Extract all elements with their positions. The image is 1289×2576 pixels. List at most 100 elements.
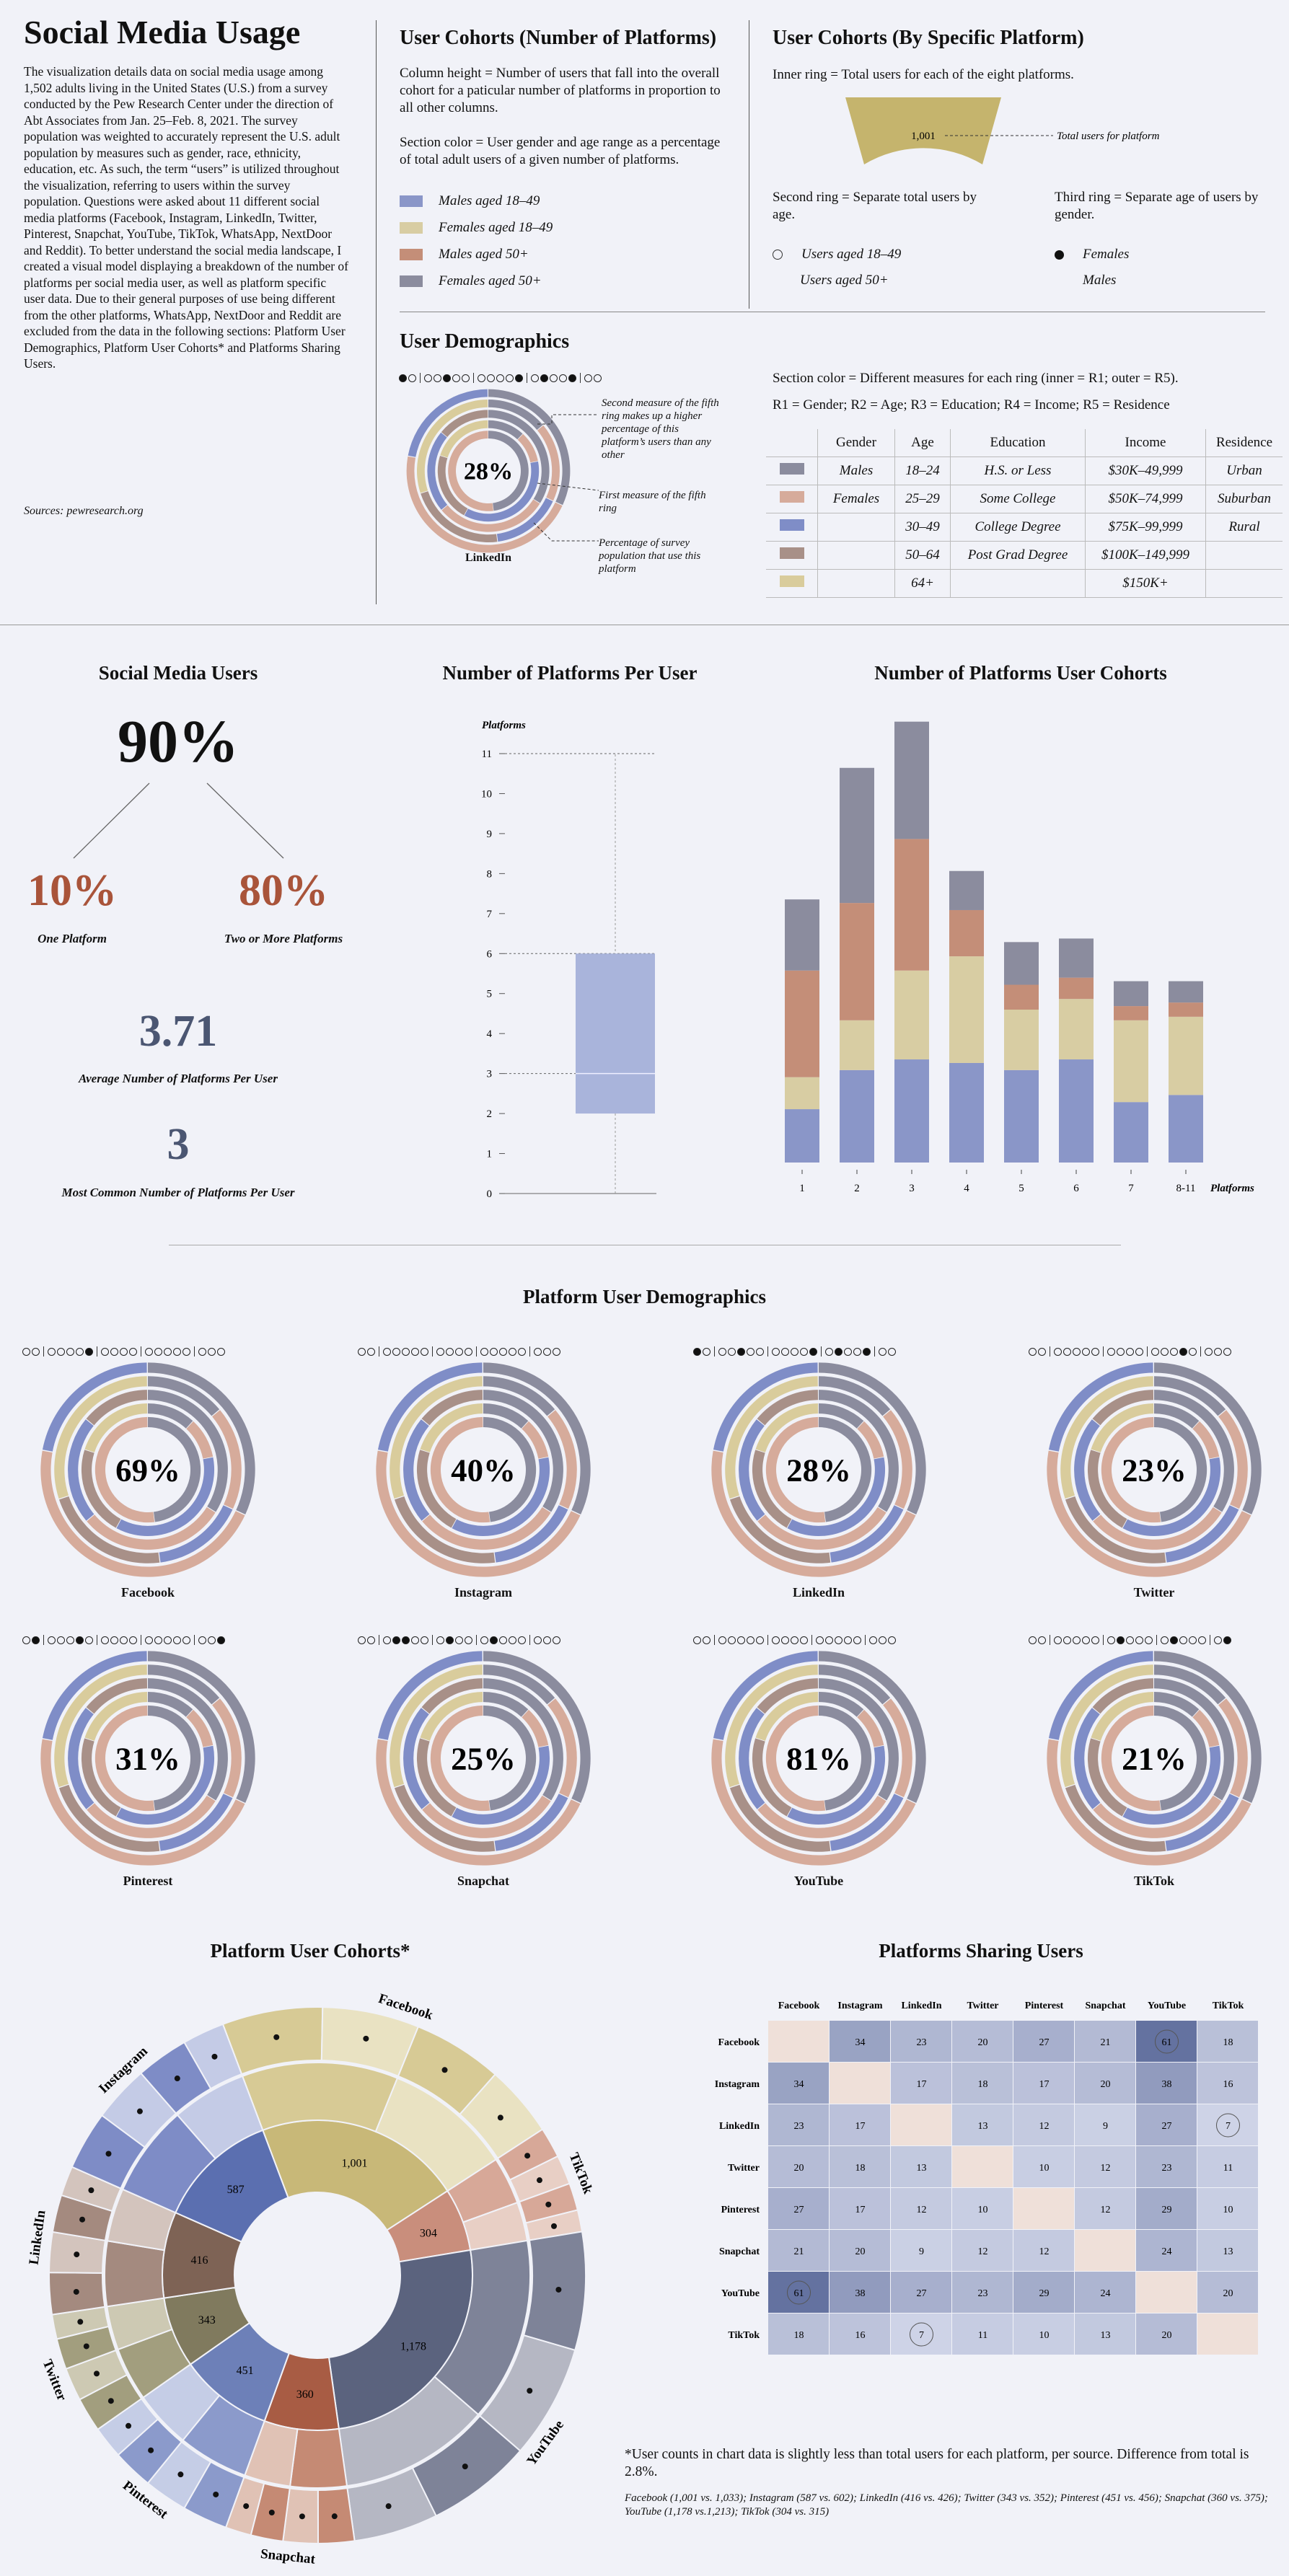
- female-dot-icon: [385, 2503, 392, 2510]
- ring-segment: [403, 1708, 430, 1809]
- heatmap-cell: [1013, 2188, 1074, 2229]
- heatmap-cell: [1136, 2272, 1197, 2313]
- hollow-dot-icon: [452, 374, 460, 382]
- dot-separator: [767, 1635, 768, 1646]
- ring-segment: [1192, 1421, 1220, 1459]
- hollow-dot-icon: [129, 1347, 137, 1356]
- table-swatch-cell: [766, 513, 818, 542]
- ring-segment: [390, 1664, 483, 1788]
- heatmap-cell: [1013, 2313, 1074, 2355]
- heatmap-value: 21: [1101, 2037, 1111, 2048]
- female-dot-icon: [105, 2151, 112, 2157]
- heatmap-cell: [891, 2313, 951, 2355]
- hollow-dot-icon: [421, 1636, 428, 1644]
- hollow-dot-icon: [1063, 1347, 1071, 1356]
- heatmap-value: 10: [978, 2205, 988, 2215]
- hollow-dot-icon: [110, 1636, 118, 1644]
- g2-label: Males: [1083, 273, 1117, 288]
- heatmap-value: 23: [1162, 2163, 1172, 2174]
- table-swatch-cell: [766, 485, 818, 513]
- ring-segment: [1154, 1678, 1234, 1801]
- heatmap-row-label: Facebook: [718, 2037, 760, 2048]
- table-cell: Some College: [950, 485, 1086, 513]
- ring-segment: [422, 1795, 551, 1838]
- filled-dot-icon: [443, 374, 451, 382]
- filled-dot-icon: [737, 1347, 745, 1356]
- dot-separator: [529, 1346, 530, 1357]
- ring-segment: [757, 1795, 887, 1838]
- ring-segment: [86, 1390, 148, 1426]
- bar-segment: [840, 767, 874, 904]
- hollow-dot-icon: [455, 1347, 463, 1356]
- ring-segment: [81, 1450, 121, 1528]
- ring-segment: [1154, 1403, 1200, 1429]
- ring-segment: [713, 1651, 818, 1740]
- bar-segment: [1169, 981, 1203, 1003]
- ring-segment: [1101, 1416, 1161, 1523]
- hollow-dot-icon: [506, 374, 514, 382]
- ring-segment: [394, 1784, 496, 1852]
- highlight-circle: [1155, 2029, 1179, 2054]
- filled-dot-icon: [402, 1636, 410, 1644]
- ring-segment: [488, 410, 550, 503]
- legend-label: Males aged 50+: [439, 246, 529, 262]
- cohorts-plat-title: User Cohorts (By Specific Platform): [773, 27, 1084, 49]
- ring-segment: [517, 433, 538, 463]
- female-dot-icon: [177, 2471, 184, 2478]
- heatmap-cell: [1075, 2021, 1135, 2062]
- ring-segment: [1154, 1651, 1262, 1803]
- hollow-dot-icon: [217, 1347, 225, 1356]
- hollow-dot-icon: [718, 1347, 726, 1356]
- cohorts-num-legend: Males aged 18–49 Females aged 18–49 Male…: [400, 188, 553, 294]
- ring-segment: [1154, 1705, 1207, 1811]
- hollow-dot-icon: [879, 1636, 887, 1644]
- ring-segment: [1048, 1362, 1153, 1452]
- heatmap-cell: [891, 2146, 951, 2187]
- hollow-dot-icon: [800, 1636, 808, 1644]
- hollow-dot-icon: [145, 1636, 153, 1644]
- platform-donut: 69%: [40, 1362, 255, 1577]
- demo-dots: [692, 1633, 897, 1646]
- bar-segment: [1059, 938, 1094, 978]
- ring-segment: [483, 1705, 537, 1811]
- ring-segment: [116, 1457, 215, 1537]
- hollow-dot-icon: [480, 1636, 488, 1644]
- heatmap-col-label: Facebook: [778, 2001, 820, 2011]
- heatmap-cell: [830, 2313, 890, 2355]
- heatmap-value: 10: [1223, 2205, 1233, 2215]
- x-tick-label: 6: [1073, 1183, 1079, 1194]
- hollow-dot-icon: [367, 1347, 375, 1356]
- hollow-dot-icon: [367, 1636, 375, 1644]
- ring-segment: [421, 1390, 483, 1426]
- female-dot-icon: [441, 2067, 448, 2073]
- demo-p2: R1 = Gender; R2 = Age; R3 = Education; R…: [773, 397, 1170, 413]
- hollow-dot-icon: [816, 1636, 824, 1644]
- hollow-dot-icon: [747, 1636, 755, 1644]
- heatmap-value: 12: [1101, 2205, 1111, 2215]
- heatmap-cell: [830, 2146, 890, 2187]
- ring-segment: [765, 1416, 826, 1523]
- filled-dot-icon: [76, 1636, 84, 1644]
- table-cell: 50–64: [894, 541, 951, 570]
- ring-segment: [417, 400, 488, 493]
- table-header: Residence: [1205, 429, 1283, 457]
- smu-mode: 3: [167, 1120, 190, 1169]
- dot-separator: [194, 1346, 195, 1357]
- table-cell: 25–29: [894, 485, 951, 513]
- table-row: 50–64 Post Grad Degree $100K–149,999: [766, 541, 1283, 570]
- heatmap-cell: [1197, 2188, 1258, 2229]
- cohorts-plat-p1: Inner ring = Total users for each of the…: [773, 67, 1074, 82]
- legend-swatch: [400, 221, 423, 234]
- table-swatch-cell: [766, 456, 818, 485]
- heatmap-value: 17: [1039, 2079, 1050, 2090]
- hollow-dot-icon: [718, 1636, 726, 1644]
- hollow-dot-icon: [543, 1347, 551, 1356]
- heatmap-value: 13: [978, 2121, 988, 2132]
- ring-segment: [1154, 1390, 1234, 1512]
- hollow-dot-icon: [1161, 1347, 1169, 1356]
- hollow-dot-icon: [1161, 1636, 1169, 1644]
- platform-donut: 40%: [376, 1362, 591, 1577]
- heatmap-cell: [768, 2272, 829, 2313]
- dot-separator: [473, 373, 474, 384]
- bar-segment: [1059, 999, 1094, 1060]
